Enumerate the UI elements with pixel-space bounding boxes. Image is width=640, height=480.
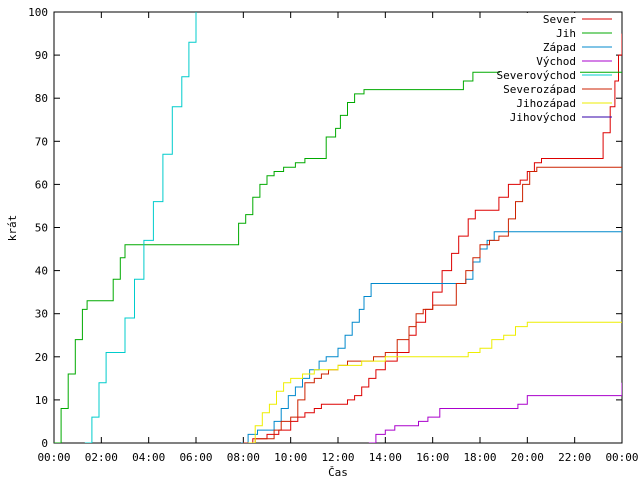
x-axis-label: Čas [328,466,348,479]
x-tick-label: 18:00 [463,451,496,464]
legend-label: Jihovýchod [510,111,576,124]
legend-bg [500,69,580,81]
legend-bg [500,83,580,95]
series-line-jihozápad [248,321,622,443]
x-tick-label: 08:00 [227,451,260,464]
series-lines [54,12,622,443]
legend-label: Jih [556,27,576,40]
y-tick-label: 100 [28,6,48,19]
x-tick-label: 04:00 [132,451,165,464]
legend-bg [500,97,580,109]
legend-label: Jihozápad [516,97,576,110]
y-axis: 0 10 20 30 40 50 60 70 80 90 100 [28,6,622,450]
legend-bg [500,55,580,67]
x-tick-label: 00:00 [37,451,70,464]
x-axis: 00:00 02:00 04:00 06:00 08:00 10:00 12:00 14:00… [37,12,639,464]
x-tick-label: 10:00 [274,451,307,464]
legend-bg [500,13,580,25]
y-axis-label: krát [6,215,19,242]
y-tick-label: 60 [35,178,48,191]
x-tick-label: 06:00 [179,451,212,464]
y-tick-label: 70 [35,135,48,148]
legend-bg [500,41,580,53]
legend-bg [500,111,580,123]
series-line-severovýchod [84,12,197,443]
x-tick-label: 20:00 [511,451,544,464]
x-tick-label: 14:00 [369,451,402,464]
legend-label: Severovýchod [497,69,576,82]
y-tick-label: 50 [35,222,48,235]
y-tick-label: 40 [35,265,48,278]
y-tick-label: 30 [35,308,48,321]
x-tick-label: 00:00 [605,451,638,464]
y-tick-label: 10 [35,394,48,407]
y-tick-label: 80 [35,92,48,105]
legend-label: Sever [543,13,576,26]
legend-label: Východ [536,55,576,68]
y-tick-label: 0 [41,437,48,450]
legend-bg [500,27,580,39]
series-line-severozápad [243,166,622,443]
y-tick-label: 90 [35,49,48,62]
series-line-jih [54,71,622,443]
x-tick-label: 16:00 [416,451,449,464]
legend: SeverJihZápadVýchodSeverovýchodSeverozáp… [497,13,612,124]
x-tick-label: 02:00 [85,451,118,464]
legend-label: Severozápad [503,83,576,96]
legend-label: Západ [543,41,576,54]
series-line-východ [368,382,622,443]
x-tick-label: 22:00 [558,451,591,464]
y-tick-label: 20 [35,351,48,364]
x-tick-label: 12:00 [321,451,354,464]
